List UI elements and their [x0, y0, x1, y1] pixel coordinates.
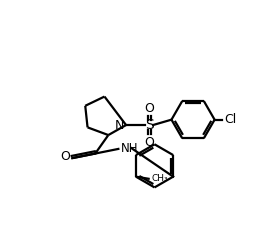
Text: NH: NH: [121, 142, 138, 155]
Text: O: O: [144, 136, 154, 149]
Text: O: O: [60, 150, 70, 163]
Text: N: N: [115, 119, 124, 132]
Text: CH₃: CH₃: [151, 174, 168, 183]
Text: S: S: [145, 118, 153, 132]
Text: O: O: [144, 102, 154, 115]
Text: Cl: Cl: [224, 113, 236, 126]
